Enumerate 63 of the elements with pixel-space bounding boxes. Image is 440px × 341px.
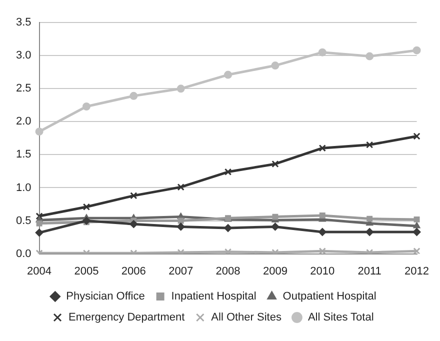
point [414, 216, 420, 222]
point [224, 248, 232, 254]
point [271, 222, 280, 231]
point [35, 228, 44, 237]
point [130, 192, 138, 200]
point [177, 184, 184, 191]
y-tick-label: 3.5 [16, 16, 32, 29]
legend-label: Outpatient Hospital [282, 290, 376, 303]
x-tick-label: 2005 [74, 265, 99, 278]
x-tick-label: 2010 [310, 265, 335, 278]
x-tick-label: 2012 [404, 265, 430, 278]
x-tick-label: 2008 [216, 265, 240, 278]
point [412, 46, 421, 54]
point [413, 248, 420, 254]
point [366, 141, 374, 148]
point [224, 168, 232, 176]
point [318, 144, 326, 152]
x-tick-label: 2004 [27, 265, 52, 278]
point [271, 62, 280, 70]
point [366, 52, 374, 60]
y-tick-label: 2.0 [16, 116, 32, 128]
point [318, 228, 326, 236]
point [366, 228, 374, 236]
point [82, 203, 90, 210]
point [319, 212, 326, 218]
point [36, 212, 43, 220]
point [272, 214, 278, 220]
x-tick-label: 2006 [121, 265, 146, 278]
x-tick-label: 2007 [168, 265, 194, 278]
y-tick-label: 0.5 [16, 214, 32, 227]
legend-label: Physician Office [66, 290, 145, 303]
point [130, 220, 138, 228]
y-tick-label: 2.5 [16, 82, 32, 95]
point [318, 48, 326, 56]
legend-label: Emergency Department [68, 312, 185, 324]
point [176, 84, 185, 93]
point [224, 224, 232, 232]
point [366, 248, 374, 254]
y-tick-label: 1.5 [16, 148, 32, 161]
point [35, 128, 44, 136]
x-tick-label: 2011 [358, 265, 382, 278]
point [272, 160, 279, 168]
legend-label: Inpatient Hospital [171, 290, 256, 303]
point [178, 218, 184, 224]
y-tick-label: 3.0 [16, 50, 32, 62]
point [272, 248, 279, 254]
point [177, 248, 184, 254]
legend-label: All Sites Total [308, 312, 374, 324]
point [224, 70, 232, 79]
y-tick-label: 0.0 [16, 248, 32, 260]
point [413, 222, 420, 228]
point [412, 228, 421, 236]
point [82, 216, 90, 225]
point [366, 216, 373, 222]
point [413, 132, 420, 140]
y-tick-label: 1.0 [16, 182, 32, 194]
point [130, 92, 138, 100]
x-tick-label: 2009 [262, 265, 288, 278]
legend-label: All Other Sites [211, 312, 282, 324]
point [36, 220, 42, 226]
point [176, 222, 185, 231]
point [82, 102, 90, 110]
point [318, 248, 326, 254]
